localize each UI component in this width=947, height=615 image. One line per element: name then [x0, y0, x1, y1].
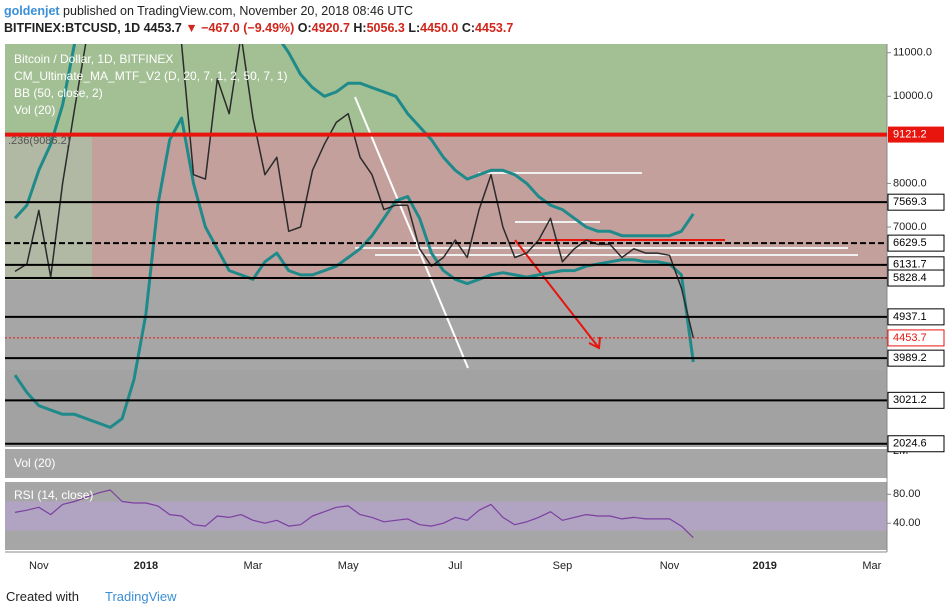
- header: goldenjet published on TradingView.com, …: [4, 3, 513, 37]
- level-tag: [887, 234, 945, 252]
- level-label: 3989.2: [893, 352, 927, 364]
- x-tick-label: Nov: [660, 560, 680, 572]
- y-tick-label: 7000.0: [893, 221, 927, 233]
- o-label: O:: [297, 21, 312, 35]
- level-label: 6131.7: [893, 259, 927, 271]
- x-tick-label: 2019: [752, 560, 776, 572]
- rsi-plot: [5, 489, 887, 539]
- bb-lower: [13, 116, 695, 429]
- chart: Bitcoin / Dollar, 1D, BITFINEX CM_Ultima…: [5, 44, 945, 572]
- x-tick-label: Mar: [244, 560, 263, 572]
- low: 4450.0: [420, 21, 459, 35]
- volume-area: [5, 370, 887, 447]
- trendline: [354, 96, 469, 369]
- open: 4920.7: [311, 21, 350, 35]
- level-tag: [887, 435, 945, 453]
- green-zone: [5, 44, 887, 133]
- level-label: 5828.4: [893, 272, 927, 284]
- level-tag: [888, 126, 944, 143]
- fib-label: .236(9086.2): [8, 135, 70, 147]
- y-tick-label: 80.00: [893, 488, 921, 500]
- level-tag: [887, 391, 945, 409]
- zone: [5, 133, 92, 280]
- legend-vol: Vol (20): [14, 103, 55, 117]
- c-label: C:: [461, 21, 476, 35]
- author[interactable]: goldenjet: [4, 4, 60, 18]
- level-label: 4937.1: [893, 311, 927, 323]
- level-label: 6629.5: [893, 237, 927, 249]
- rsi-title: RSI (14, close): [14, 488, 93, 502]
- level-tag: [887, 349, 945, 367]
- bb-upper: [13, 44, 695, 238]
- y-tick-label: 8000.0: [893, 177, 927, 189]
- x-tick-label: May: [338, 560, 359, 572]
- level-label: 4453.7: [893, 332, 927, 344]
- legend-indicator: CM_Ultimate_MA_MTF_V2 (D, 20, 7, 1, 2, 5…: [14, 69, 287, 83]
- level-tag: [887, 308, 945, 326]
- level-label: 3021.2: [893, 394, 927, 406]
- footer: Created with TradingView: [6, 589, 177, 604]
- brand[interactable]: TradingView: [104, 589, 177, 604]
- high: 5056.3: [366, 21, 405, 35]
- y-tick-label: 10000.0: [893, 90, 933, 102]
- volume-title: Vol (20): [14, 456, 55, 470]
- x-tick-label: Jul: [448, 560, 462, 572]
- rsi-band: [5, 501, 887, 531]
- created-with: Created with: [6, 589, 79, 604]
- level-tag: [887, 193, 945, 211]
- last: 4453.7: [143, 21, 182, 35]
- level-tag: [887, 329, 945, 347]
- x-tick-label: Nov: [29, 560, 49, 572]
- change: ▼ −467.0 (−9.49%): [185, 21, 295, 35]
- h-label: H:: [353, 21, 367, 35]
- x-tick-label: Sep: [553, 560, 573, 572]
- level-label: 7569.3: [893, 196, 927, 208]
- x-tick-label: 2018: [134, 560, 158, 572]
- arrow: [514, 239, 600, 349]
- red-zone: [92, 133, 887, 280]
- rsi-line: [14, 489, 694, 539]
- level-label: 2024.6: [893, 438, 927, 450]
- legend-price: Bitcoin / Dollar, 1D, BITFINEX: [14, 52, 173, 66]
- symbol: BITFINEX:BTCUSD, 1D: [4, 21, 141, 35]
- legend-bb: BB (50, close, 2): [14, 86, 103, 100]
- level-label: 9121.2: [893, 128, 927, 140]
- l-label: L:: [408, 21, 421, 35]
- published: published on TradingView.com, November 2…: [63, 4, 414, 18]
- arrow-head: [588, 336, 601, 350]
- x-tick-label: Mar: [862, 560, 881, 572]
- close: 4453.7: [475, 21, 514, 35]
- volume-pane: [5, 449, 887, 478]
- y-tick-label: 40.00: [893, 517, 921, 529]
- level-tag: [887, 269, 945, 287]
- y-tick-label: 11000.0: [893, 47, 932, 59]
